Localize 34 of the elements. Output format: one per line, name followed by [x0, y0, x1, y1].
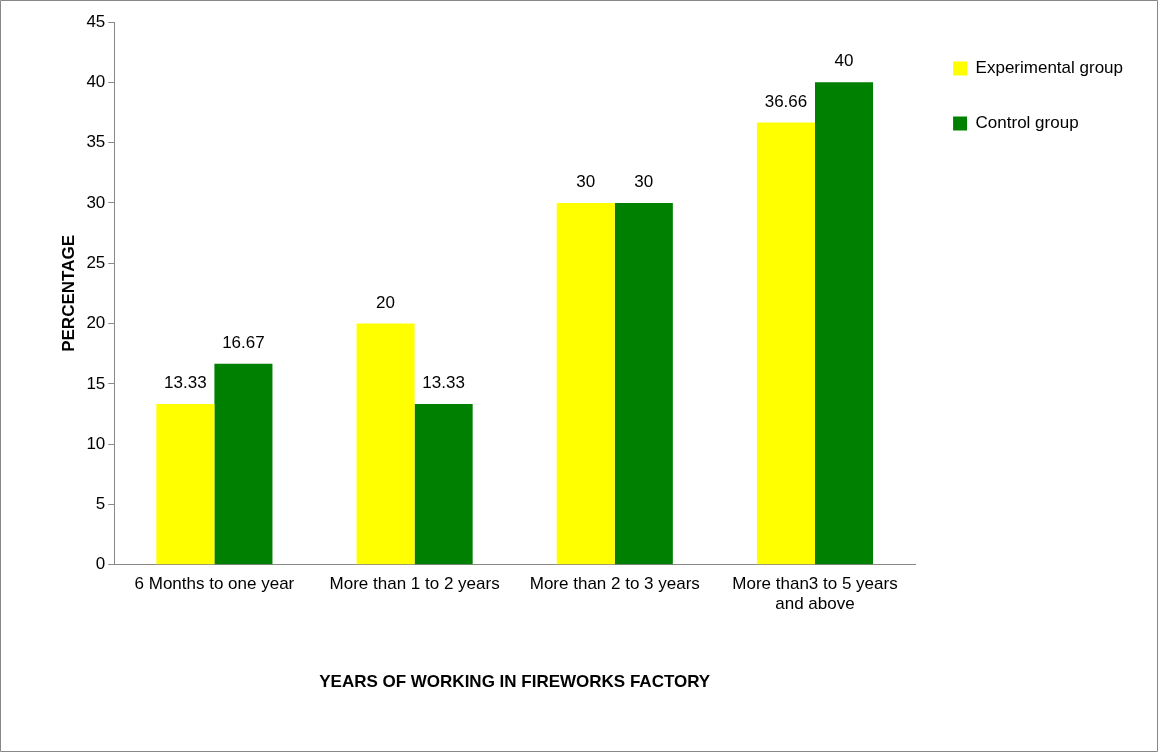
x-tick-label: 6 Months to one year [134, 573, 295, 593]
bar [756, 122, 815, 565]
legend-label: Experimental group [975, 58, 1124, 78]
data-label: 20 [376, 292, 396, 312]
bar [214, 363, 273, 565]
y-tick-label: 10 [86, 433, 106, 453]
bar [614, 202, 673, 565]
data-label: 30 [576, 172, 596, 192]
data-label: 36.66 [764, 91, 808, 111]
x-tick-label: More than 2 to 3 years [529, 573, 700, 593]
y-tick-label: 35 [86, 132, 106, 152]
y-tick-label: 5 [95, 494, 106, 514]
data-label: 13.33 [422, 373, 465, 393]
bar [414, 404, 473, 565]
x-axis-title: YEARS OF WORKING IN FIREWORKS FACTORY [319, 672, 711, 692]
bar [356, 323, 415, 565]
data-label: 16.67 [222, 332, 265, 352]
legend-label: Control group [975, 113, 1079, 133]
data-label: 13.33 [164, 373, 207, 393]
x-tick-label: More than3 to 5 years and above [732, 573, 898, 614]
data-label: 40 [834, 51, 854, 71]
y-tick-label: 25 [86, 252, 106, 272]
y-axis-title: PERCENTAGE [58, 234, 78, 352]
y-tick-label: 30 [86, 192, 106, 212]
x-tick-label: More than 1 to 2 years [329, 573, 500, 593]
y-tick-label: 45 [86, 11, 106, 31]
bar [156, 404, 215, 565]
y-tick-label: 40 [86, 72, 106, 91]
data-label: 30 [634, 172, 654, 192]
y-tick-label: 20 [86, 313, 106, 333]
y-tick-label: 15 [86, 373, 106, 393]
bar [814, 82, 874, 565]
bar [556, 202, 615, 565]
y-tick-label: 0 [95, 554, 106, 574]
